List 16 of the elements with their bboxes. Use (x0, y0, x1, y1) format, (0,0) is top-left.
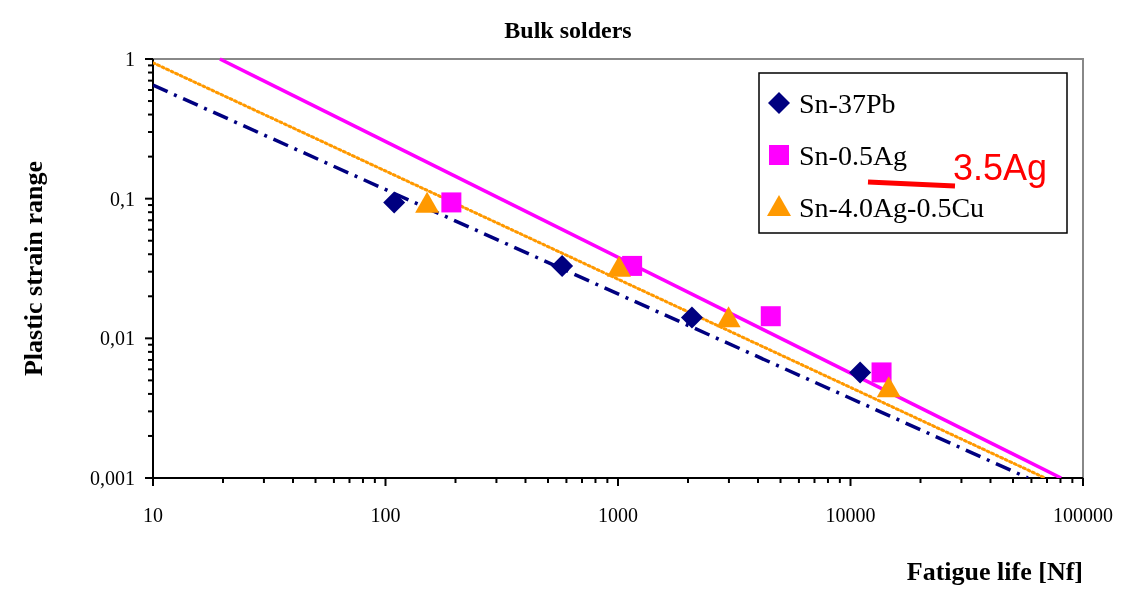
legend-label: Sn-4.0Ag-0.5Cu (799, 192, 985, 223)
legend-label: Sn-37Pb (799, 88, 896, 119)
y-tick-label: 1 (125, 48, 135, 70)
x-tick-label: 10 (143, 504, 163, 526)
annotation: 3.5Ag (953, 147, 1048, 188)
legend-label: Sn-0.5Ag (799, 140, 908, 171)
x-axis-title: Fatigue life [Nf] (906, 557, 1083, 586)
y-axis-title: Plastic strain range (19, 160, 48, 377)
y-tick-label: 0,001 (90, 467, 135, 489)
y-tick-label: 0,1 (110, 187, 135, 210)
chart-title: Bulk solders (504, 17, 632, 43)
x-tick-label: 10000 (825, 504, 876, 526)
x-tick-label: 100000 (1053, 504, 1113, 526)
x-tick-label: 100 (370, 504, 401, 526)
y-tick-label: 0,01 (100, 327, 135, 350)
x-tick-label: 1000 (598, 504, 638, 526)
